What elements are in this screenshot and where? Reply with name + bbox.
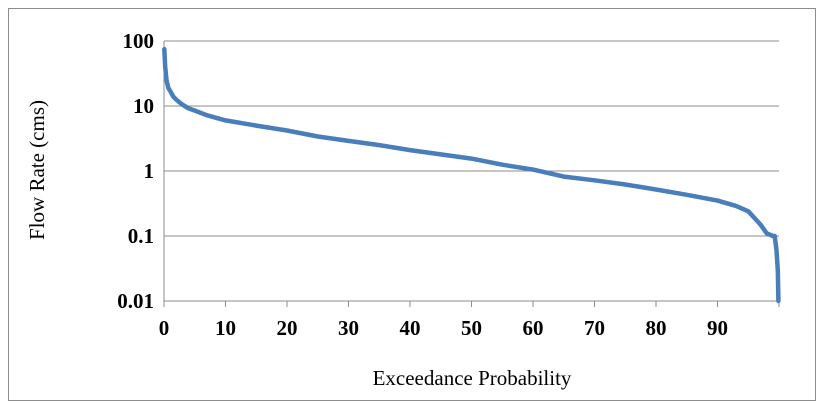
- series-layer: [162, 46, 781, 304]
- x-tick-label: 30: [338, 316, 359, 340]
- x-tick-label: 0: [159, 316, 170, 340]
- x-tick-label: 60: [523, 316, 544, 340]
- x-tick-label: 50: [461, 316, 482, 340]
- axes: [163, 41, 780, 307]
- tick-labels: 0.01 0.1 1 10 100 0 10 20 30 40 50 60 70 80 90: [117, 29, 728, 340]
- x-tick-label: 40: [400, 316, 421, 340]
- y-tick-label: 1: [144, 159, 155, 183]
- x-axis-title: Exceedance Probability: [373, 366, 572, 390]
- y-tick-label: 10: [133, 94, 154, 118]
- chart-frame: [8, 8, 816, 401]
- x-tick-label: 20: [277, 316, 298, 340]
- x-tick-label: 80: [646, 316, 667, 340]
- y-tick-label: 100: [123, 29, 155, 53]
- x-tick-label: 10: [215, 316, 236, 340]
- y-tick-label: 0.01: [117, 289, 154, 313]
- gridlines: [164, 40, 779, 237]
- x-tick-label: 70: [584, 316, 605, 340]
- y-tick-label: 0.1: [128, 224, 154, 248]
- x-tick-label: 90: [707, 316, 728, 340]
- series-line: [162, 46, 781, 304]
- y-axis-title: Flow Rate (cms): [25, 100, 49, 240]
